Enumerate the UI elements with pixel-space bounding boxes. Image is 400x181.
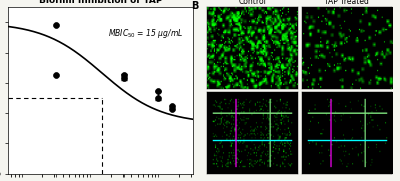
Point xyxy=(53,24,59,27)
Point xyxy=(169,104,175,107)
Text: MBIC$_{50}$ = 15 μg/mL: MBIC$_{50}$ = 15 μg/mL xyxy=(108,27,183,40)
Title: TAP Treated: TAP Treated xyxy=(324,0,369,7)
Text: B: B xyxy=(191,1,198,11)
Point xyxy=(155,89,162,92)
Point xyxy=(169,107,175,110)
Title: Control: Control xyxy=(239,0,266,7)
Point xyxy=(121,77,128,80)
Point xyxy=(224,128,230,131)
Point xyxy=(121,74,128,77)
Point xyxy=(155,97,162,100)
Title: Biofilm Inhibition of TAP: Biofilm Inhibition of TAP xyxy=(38,0,162,5)
Point xyxy=(53,74,59,77)
